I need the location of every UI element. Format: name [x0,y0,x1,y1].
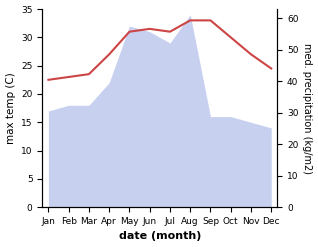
Y-axis label: max temp (C): max temp (C) [5,72,16,144]
X-axis label: date (month): date (month) [119,231,201,242]
Y-axis label: med. precipitation (kg/m2): med. precipitation (kg/m2) [302,43,313,174]
